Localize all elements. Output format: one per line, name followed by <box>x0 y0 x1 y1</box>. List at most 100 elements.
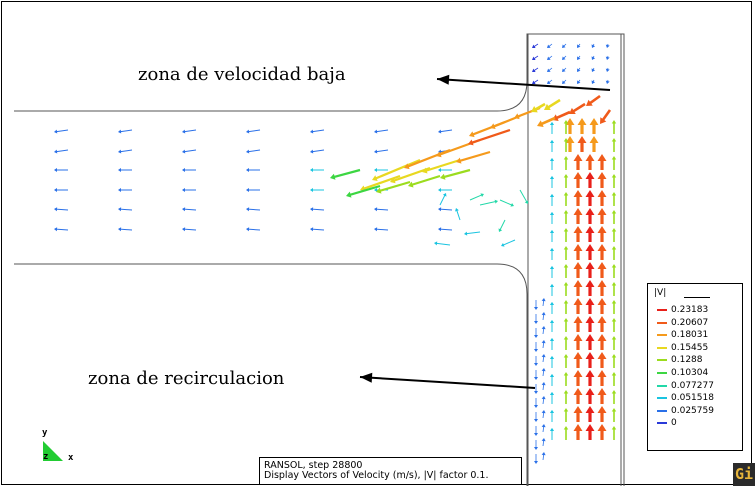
velocity-vector-head <box>510 202 514 207</box>
velocity-vector-head <box>562 56 566 60</box>
velocity-vector <box>55 129 69 133</box>
velocity-vector-head <box>591 56 596 60</box>
velocity-vector <box>119 228 133 231</box>
legend-entry: 0.23183 <box>657 304 708 316</box>
velocity-vector-head <box>550 122 554 125</box>
velocity-vector-head <box>563 210 569 214</box>
velocity-vector-head <box>589 118 599 126</box>
velocity-vector-head <box>330 173 336 180</box>
velocity-vector-head <box>541 424 546 428</box>
velocity-vector <box>247 149 261 153</box>
velocity-vector <box>471 120 506 136</box>
velocity-vector-head <box>550 140 554 143</box>
velocity-vector-head <box>541 340 546 344</box>
legend-value: 0.23183 <box>671 305 709 315</box>
legend-swatch <box>657 346 667 349</box>
velocity-vector-head <box>600 117 607 124</box>
velocity-vector-head <box>611 192 617 196</box>
velocity-vector <box>119 129 133 133</box>
velocity-vector <box>502 239 516 246</box>
legend-value: 0.1288 <box>671 355 703 366</box>
velocity-vector-head <box>534 335 538 338</box>
velocity-vector-head <box>547 80 551 84</box>
velocity-vector-head <box>550 212 554 215</box>
velocity-vector-head <box>438 227 442 232</box>
velocity-vector-head <box>573 370 583 378</box>
velocity-vector-head <box>597 334 607 342</box>
velocity-vector-head <box>563 318 569 322</box>
velocity-vector <box>119 149 133 153</box>
velocity-vector-head <box>591 68 596 72</box>
velocity-vector-head <box>532 80 536 84</box>
velocity-vector <box>470 128 511 145</box>
low-velocity-label: zona de velocidad baja <box>138 64 346 85</box>
velocity-vector-head <box>585 316 595 324</box>
velocity-vector-head <box>585 190 595 198</box>
velocity-vector-head <box>54 168 57 172</box>
velocity-vector-head <box>246 168 249 172</box>
velocity-vector <box>469 194 483 201</box>
velocity-vector <box>247 208 261 211</box>
velocity-vector-head <box>597 154 607 162</box>
velocity-vector-head <box>534 363 538 366</box>
velocity-vector-head <box>534 461 538 464</box>
velocity-vector-head <box>376 187 382 194</box>
velocity-vector-head <box>563 120 569 124</box>
legend-entry: 0.077277 <box>657 380 714 392</box>
velocity-vector-head <box>586 99 593 106</box>
legend-swatch <box>657 384 667 387</box>
velocity-vector-head <box>550 248 554 251</box>
velocity-vector-head <box>573 316 583 324</box>
velocity-vector-head <box>563 246 569 250</box>
velocity-vector <box>424 158 461 173</box>
velocity-vector-head <box>563 192 569 196</box>
velocity-vector <box>311 228 325 231</box>
velocity-vector-head <box>550 356 554 359</box>
velocity-vector-head <box>438 207 442 212</box>
recirculation-pointer-head <box>360 372 373 383</box>
velocity-vector-head <box>118 227 122 232</box>
velocity-vector-head <box>464 231 468 236</box>
velocity-vector-head <box>585 424 595 432</box>
velocity-vector-head <box>547 56 551 60</box>
status-description: Display Vectors of Velocity (m/s), |V| f… <box>264 470 489 481</box>
velocity-vector-head <box>585 352 595 360</box>
velocity-vector-head <box>550 158 554 161</box>
velocity-vector-head <box>54 149 58 154</box>
low-velocity-pointer-head <box>437 74 450 85</box>
gid-logo-icon: Gi <box>733 463 755 486</box>
velocity-vector <box>588 94 601 106</box>
velocity-vector-head <box>374 149 378 154</box>
velocity-vector <box>378 180 411 193</box>
status-box: RANSOL, step 28800 Display Vectors of Ve… <box>259 457 522 485</box>
velocity-vector-head <box>563 156 569 160</box>
velocity-vector <box>183 228 197 231</box>
legend-entry: 0 <box>657 417 677 429</box>
velocity-vector <box>456 209 461 221</box>
velocity-vector-head <box>573 280 583 288</box>
velocity-vector-head <box>541 452 546 456</box>
velocity-vector-head <box>544 103 551 111</box>
velocity-vector-head <box>534 377 538 380</box>
velocity-vector <box>183 208 197 211</box>
velocity-vector-head <box>374 129 378 134</box>
velocity-vector-head <box>246 188 249 192</box>
velocity-vector-head <box>563 336 569 340</box>
legend-value: 0.025759 <box>671 405 714 416</box>
velocity-vector-head <box>573 226 583 234</box>
velocity-vector-head <box>611 336 617 340</box>
velocity-vector-head <box>611 156 617 160</box>
velocity-vector-head <box>585 244 595 252</box>
velocity-vector-head <box>54 188 57 192</box>
velocity-vector-head <box>550 428 554 431</box>
legend-value: 0 <box>671 418 677 429</box>
velocity-vector-head <box>611 264 617 268</box>
velocity-vector-head <box>374 207 378 212</box>
legend-value: 0.18031 <box>671 330 709 341</box>
velocity-vector-head <box>605 80 610 84</box>
velocity-vector-head <box>585 154 595 162</box>
velocity-vector-head <box>541 368 546 372</box>
velocity-vector-head <box>611 390 617 394</box>
velocity-vector-head <box>534 419 538 422</box>
